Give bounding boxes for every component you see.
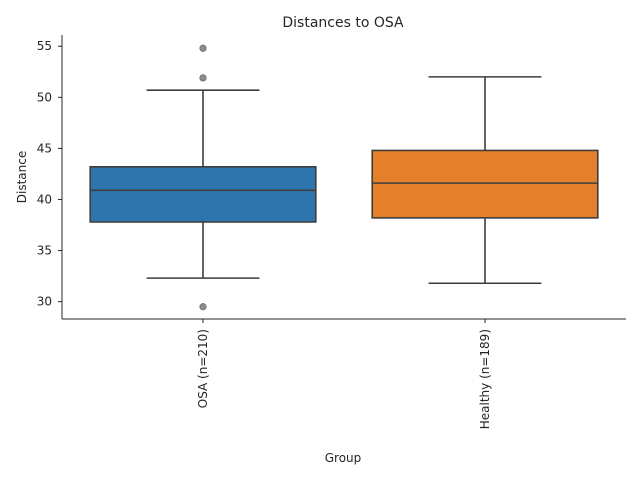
outlier-point xyxy=(199,74,207,82)
plot-area xyxy=(89,44,599,311)
box-group xyxy=(89,44,317,311)
outlier-point xyxy=(199,44,207,52)
chart-title: Distances to OSA xyxy=(282,15,404,31)
x-axis-label: Group xyxy=(325,451,362,465)
y-axis-label: Distance xyxy=(15,151,29,203)
y-tick-label: 40 xyxy=(37,192,52,206)
y-tick-label: 30 xyxy=(37,295,52,309)
y-tick-label: 50 xyxy=(37,90,52,104)
box xyxy=(371,149,599,219)
box xyxy=(89,165,317,223)
y-tick-label: 55 xyxy=(37,39,52,53)
y-tick-label: 35 xyxy=(37,244,52,258)
outlier-point xyxy=(199,303,207,311)
x-tick-label: OSA (n=210) xyxy=(196,329,210,408)
box-group xyxy=(371,76,599,285)
x-tick-label: Healthy (n=189) xyxy=(478,329,492,429)
x-axis-ticks: OSA (n=210) Healthy (n=189) xyxy=(196,319,492,429)
y-tick-label: 45 xyxy=(37,141,52,155)
y-axis-ticks: 30 35 40 45 50 55 xyxy=(37,39,62,309)
